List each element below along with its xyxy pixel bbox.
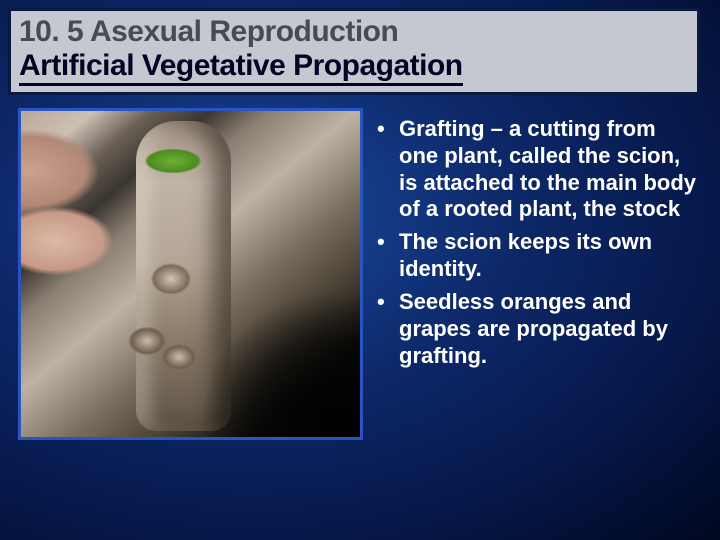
content-area: • Grafting – a cutting from one plant, c…	[18, 108, 704, 502]
bullet-text: The scion keeps its own identity.	[399, 229, 698, 283]
bullet-text: Grafting – a cutting from one plant, cal…	[399, 116, 698, 223]
bullet-marker: •	[377, 229, 399, 283]
list-item: • Seedless oranges and grapes are propag…	[377, 289, 698, 369]
list-item: • The scion keeps its own identity.	[377, 229, 698, 283]
title-box: 10. 5 Asexual Reproduction Artificial Ve…	[8, 8, 700, 95]
title-section-number: 10. 5 Asexual Reproduction	[19, 15, 689, 49]
grafting-photo	[18, 108, 363, 440]
bullet-marker: •	[377, 289, 399, 369]
list-item: • Grafting – a cutting from one plant, c…	[377, 116, 698, 223]
bullet-text: Seedless oranges and grapes are propagat…	[399, 289, 698, 369]
bullet-marker: •	[377, 116, 399, 223]
bullet-list: • Grafting – a cutting from one plant, c…	[363, 108, 704, 502]
title-subtitle: Artificial Vegetative Propagation	[19, 49, 463, 86]
